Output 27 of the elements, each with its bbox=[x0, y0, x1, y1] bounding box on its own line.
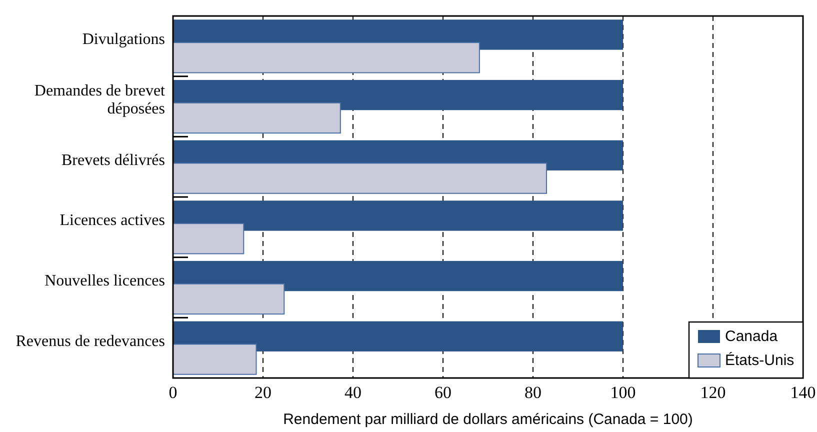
legend-label: États-Unis bbox=[725, 350, 794, 369]
bar bbox=[173, 321, 623, 352]
bar bbox=[172, 223, 244, 254]
y-tick-label: Brevets délivrés bbox=[61, 151, 165, 168]
bar bbox=[172, 283, 285, 315]
y-tick-label: Divulgations bbox=[82, 30, 165, 48]
bar bbox=[172, 102, 341, 134]
x-tick-label: 0 bbox=[168, 383, 178, 402]
x-tick-label: 40 bbox=[344, 383, 362, 402]
bar bbox=[173, 260, 623, 292]
bar bbox=[172, 162, 547, 194]
bar bbox=[173, 200, 623, 231]
x-tick-label: 60 bbox=[434, 383, 452, 402]
x-axis-title: Rendement par milliard de dollars américains (Canada = 100) bbox=[283, 411, 693, 428]
bar bbox=[173, 80, 623, 110]
x-tick-label: 80 bbox=[524, 383, 542, 402]
legend-label: Canada bbox=[725, 328, 778, 345]
x-tick-label: 120 bbox=[700, 383, 726, 402]
bar bbox=[172, 42, 480, 74]
y-tick-label: Nouvelles licences bbox=[44, 272, 165, 290]
bar bbox=[172, 344, 257, 375]
y-tick-label: Demandes de brevet déposées bbox=[34, 82, 166, 118]
x-tick-label: 140 bbox=[790, 383, 816, 402]
y-tick-label: Revenus de redevances bbox=[16, 332, 165, 350]
x-tick-label: 100 bbox=[610, 383, 636, 402]
y-tick-label: Licences actives bbox=[60, 212, 165, 229]
x-tick-label: 20 bbox=[254, 383, 272, 402]
